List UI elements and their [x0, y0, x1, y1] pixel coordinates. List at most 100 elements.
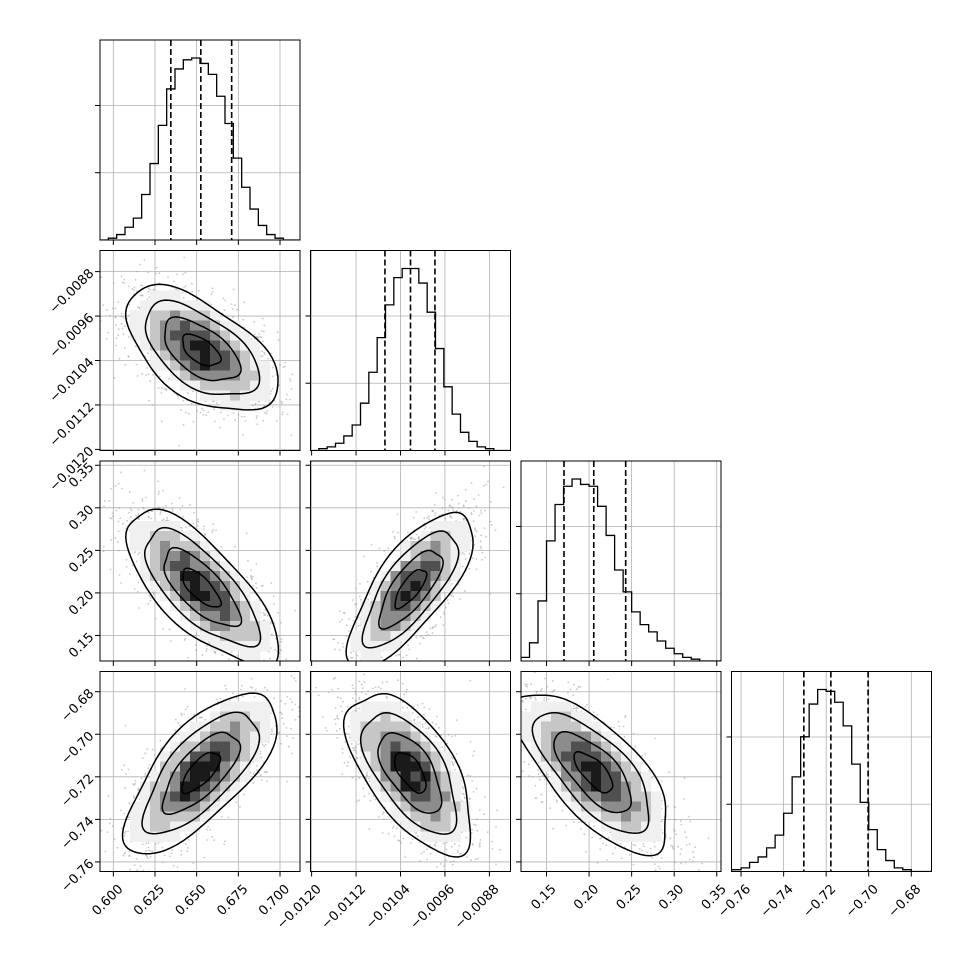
sample-point — [197, 289, 200, 292]
density-cell — [240, 390, 251, 401]
density-cell — [190, 621, 201, 632]
x-tick-label: −0.0088 — [452, 882, 502, 932]
sample-point — [375, 662, 377, 664]
sample-point — [406, 706, 409, 709]
sample-point — [192, 862, 195, 864]
sample-point — [176, 866, 179, 868]
density-cell — [260, 641, 271, 652]
density-cell — [370, 721, 381, 732]
density-cell — [561, 711, 572, 722]
sample-point — [441, 746, 444, 748]
sample-point — [162, 489, 165, 492]
sample-point — [434, 512, 437, 514]
sample-point — [158, 490, 160, 493]
sample-point — [472, 791, 475, 793]
density-cell — [531, 711, 542, 722]
sample-point — [260, 336, 263, 339]
sample-point — [651, 857, 654, 859]
density-cell — [420, 801, 431, 812]
y-tick-label: 0.15 — [66, 630, 97, 661]
density-cell — [390, 561, 401, 572]
sample-point — [278, 644, 281, 647]
sample-point — [147, 846, 150, 849]
sample-point — [353, 675, 355, 677]
density-cell — [460, 541, 471, 552]
density-cell — [390, 731, 401, 742]
sample-point — [670, 844, 673, 847]
sample-point — [452, 757, 454, 760]
sample-point — [514, 741, 516, 743]
x-tick-label: 0.25 — [614, 882, 645, 913]
sample-point — [143, 881, 145, 883]
density-cell — [380, 711, 391, 722]
sample-point — [347, 761, 350, 764]
sample-point — [351, 697, 354, 700]
density-cell — [180, 370, 191, 381]
sample-point — [402, 837, 405, 840]
sample-point — [336, 715, 339, 718]
sample-point — [120, 487, 123, 490]
sample-point — [183, 639, 186, 642]
sample-point — [606, 859, 609, 861]
sample-point — [237, 413, 240, 416]
sample-point — [123, 282, 126, 284]
sample-point — [341, 752, 344, 754]
sample-point — [187, 847, 189, 849]
density-cell — [190, 751, 201, 762]
sample-point — [292, 737, 295, 739]
sample-point — [276, 331, 279, 334]
sample-point — [127, 336, 130, 338]
sample-point — [304, 718, 306, 720]
density-cell — [621, 771, 632, 782]
density-panel-p1-p3: −0.0120−0.0112−0.0104−0.0096−0.0088 — [274, 671, 511, 932]
density-cell — [410, 801, 421, 812]
sample-point — [137, 590, 139, 593]
sample-point — [130, 509, 133, 512]
density-cell — [260, 701, 271, 712]
sample-point — [442, 842, 445, 845]
density-cell — [390, 741, 401, 752]
sample-point — [90, 294, 92, 296]
panel-content — [731, 671, 932, 872]
sample-point — [211, 291, 214, 293]
sample-point — [158, 272, 161, 275]
sample-point — [196, 525, 199, 527]
sample-point — [498, 909, 500, 911]
sample-point — [115, 337, 118, 340]
sample-point — [68, 260, 70, 262]
sample-point — [187, 839, 190, 841]
sample-point — [100, 829, 103, 832]
density-cell — [430, 781, 441, 792]
sample-point — [617, 720, 620, 723]
sample-point — [221, 815, 223, 818]
sample-point — [155, 266, 158, 269]
sample-point — [500, 760, 502, 762]
histogram-step-p2 — [521, 478, 721, 661]
sample-point — [290, 752, 293, 755]
density-cell — [240, 631, 251, 642]
density-cell — [210, 611, 221, 622]
sample-point — [381, 832, 384, 834]
sample-point — [617, 876, 619, 878]
sample-point — [106, 831, 109, 833]
density-cell — [420, 561, 431, 572]
sample-point — [360, 683, 363, 686]
sample-point — [609, 831, 612, 834]
sample-point — [469, 679, 472, 682]
sample-point — [357, 616, 360, 619]
sample-point — [474, 535, 476, 537]
sample-point — [216, 698, 218, 701]
density-cell — [200, 551, 211, 562]
sample-point — [648, 769, 651, 772]
sample-point — [456, 851, 459, 854]
density-cell — [220, 601, 231, 612]
sample-point — [141, 294, 144, 297]
sample-point — [435, 723, 438, 725]
sample-point — [263, 771, 266, 773]
sample-point — [286, 780, 288, 783]
density-cell — [220, 320, 231, 331]
sample-point — [261, 355, 264, 357]
sample-point — [273, 697, 275, 700]
sample-point — [468, 568, 471, 570]
sample-point — [111, 825, 114, 828]
